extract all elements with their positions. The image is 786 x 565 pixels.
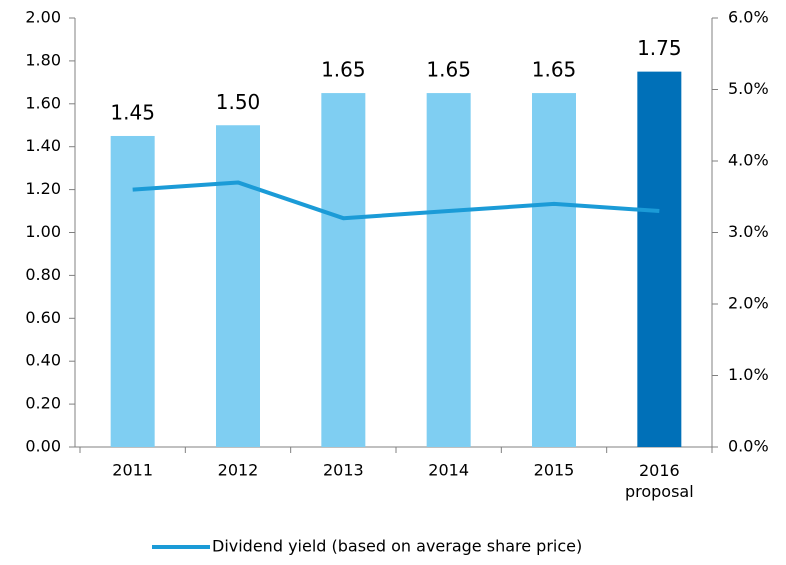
y2-tick-label: 5.0% xyxy=(728,79,769,98)
line xyxy=(132,180,660,221)
bar xyxy=(637,71,682,447)
x-tick-label: 2016 proposal xyxy=(625,461,694,501)
x-tick-label: 2014 xyxy=(428,461,469,480)
y2-tick-label: 4.0% xyxy=(728,151,769,170)
y2-tick-label: 2.0% xyxy=(728,294,769,313)
y-tick-label: 1.40 xyxy=(25,136,61,155)
y-tick-label: 2.00 xyxy=(25,8,61,27)
y2-tick-label: 6.0% xyxy=(728,8,769,27)
x-tick-label: 2015 xyxy=(534,461,575,480)
value-label: 1.65 xyxy=(532,58,577,82)
value-label: 1.65 xyxy=(321,58,366,82)
y-tick-label: 0.40 xyxy=(25,351,61,370)
bar xyxy=(321,93,366,447)
legend-label: Dividend yield (based on average share p… xyxy=(212,537,582,556)
y-tick-label: 1.80 xyxy=(25,50,61,69)
bar xyxy=(532,93,576,447)
y2-tick-label: 3.0% xyxy=(728,222,769,241)
value-label: 1.75 xyxy=(637,36,682,60)
y-tick-label: 0.80 xyxy=(25,265,61,284)
y2-tick-label: 1.0% xyxy=(728,365,769,384)
value-label: 1.65 xyxy=(426,58,471,82)
bar xyxy=(426,93,471,447)
x-tick-label: 2013 xyxy=(323,461,364,480)
y-tick-label: 0.00 xyxy=(25,437,61,456)
y-tick-label: 1.60 xyxy=(25,93,61,112)
y-tick-label: 0.60 xyxy=(25,308,61,327)
bar xyxy=(216,125,260,447)
bar xyxy=(110,135,155,447)
value-label: 1.45 xyxy=(110,100,155,124)
y-tick-label: 1.00 xyxy=(25,222,61,241)
y2-tick-label: 0.0% xyxy=(728,437,769,456)
y-tick-label: 1.20 xyxy=(25,179,61,198)
x-tick-label: 2012 xyxy=(218,461,259,480)
x-tick-label: 2011 xyxy=(112,461,153,480)
value-label: 1.50 xyxy=(216,90,261,114)
y-tick-label: 0.20 xyxy=(25,394,61,413)
